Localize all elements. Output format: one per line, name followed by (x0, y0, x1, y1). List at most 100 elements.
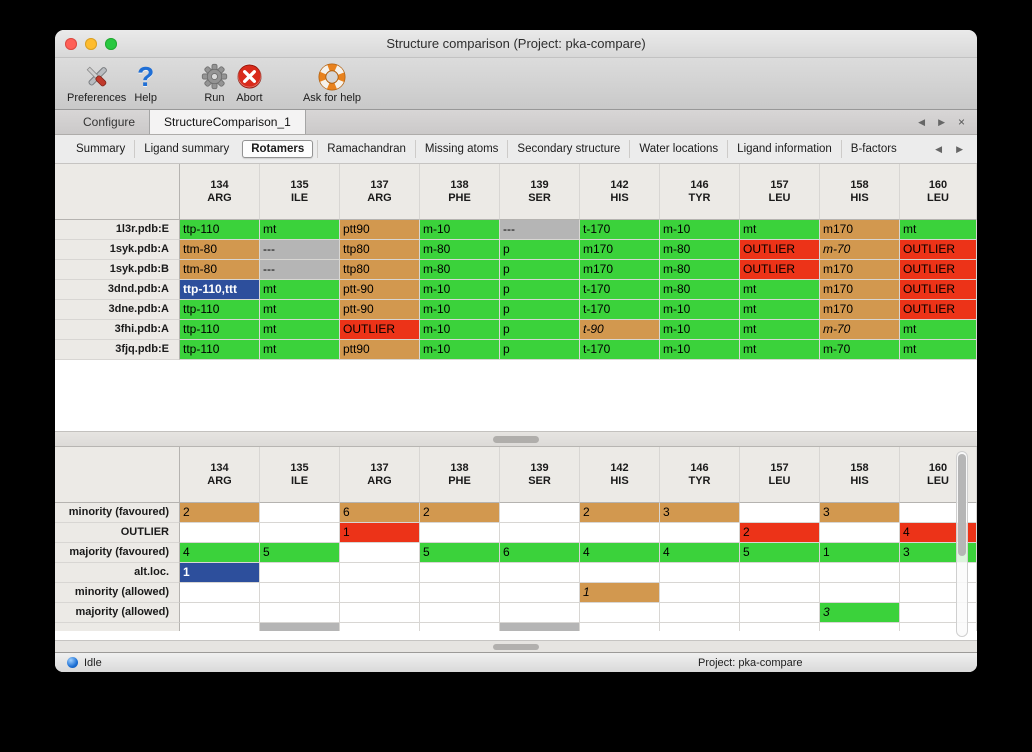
section-prev-icon[interactable]: ◀ (935, 143, 943, 154)
table-cell[interactable] (740, 563, 820, 583)
column-header-146[interactable]: 146 TYR (660, 164, 740, 220)
table-cell[interactable] (180, 583, 260, 603)
tab-secondary-structure[interactable]: Secondary structure (507, 140, 629, 158)
table-cell[interactable]: OUTLIER (900, 260, 977, 280)
table-cell[interactable] (260, 523, 340, 543)
ask-for-help-button[interactable]: Ask for help (303, 61, 361, 105)
table-cell[interactable]: OUTLIER (340, 320, 420, 340)
table-cell[interactable] (580, 603, 660, 623)
table-cell[interactable]: m-10 (660, 300, 740, 320)
tab-summary[interactable]: Summary (76, 143, 126, 155)
table-cell[interactable]: p (500, 280, 580, 300)
table-cell[interactable]: m-70 (820, 240, 900, 260)
table-cell[interactable] (340, 583, 420, 603)
table-cell[interactable]: m170 (820, 300, 900, 320)
row-label[interactable]: 1syk.pdb:A (55, 240, 180, 260)
column-header-158[interactable]: 158 HIS (820, 447, 900, 503)
table-cell[interactable]: m-10 (420, 220, 500, 240)
table-cell[interactable]: p (500, 320, 580, 340)
column-header-135[interactable]: 135 ILE (260, 447, 340, 503)
table-cell[interactable] (660, 583, 740, 603)
horizontal-scrollbar[interactable] (55, 640, 977, 652)
table-cell[interactable] (420, 583, 500, 603)
row-label[interactable]: minority (allowed) (55, 583, 180, 603)
tab-close-icon[interactable]: × (957, 115, 965, 129)
table-cell[interactable] (340, 563, 420, 583)
table-cell[interactable]: ptt90 (340, 220, 420, 240)
table-cell[interactable] (660, 523, 740, 543)
table-cell[interactable]: 4 (660, 543, 740, 563)
table-cell[interactable]: t-170 (580, 280, 660, 300)
table-cell[interactable]: 3 (820, 503, 900, 523)
column-header-137[interactable]: 137 ARG (340, 447, 420, 503)
table-cell[interactable]: 3 (820, 603, 900, 623)
table-cell[interactable] (820, 583, 900, 603)
table-cell[interactable]: mt (900, 340, 977, 360)
table-cell[interactable]: mt (900, 320, 977, 340)
column-header-134[interactable]: 134 ARG (180, 164, 260, 220)
table-cell[interactable]: mt (740, 280, 820, 300)
table-cell[interactable]: mt (260, 280, 340, 300)
table-cell[interactable]: 1 (820, 543, 900, 563)
table-cell[interactable]: m-10 (660, 220, 740, 240)
table-cell[interactable]: m170 (820, 220, 900, 240)
title-bar[interactable]: Structure comparison (Project: pka-compa… (55, 30, 977, 58)
row-label[interactable]: OUTLIER (55, 523, 180, 543)
row-label[interactable]: alt.loc. (55, 563, 180, 583)
table-cell[interactable] (180, 523, 260, 543)
tab-rotamers[interactable]: Rotamers (242, 140, 314, 158)
vertical-scrollbar-thumb[interactable] (958, 454, 966, 556)
table-cell[interactable] (500, 523, 580, 543)
table-cell[interactable]: ttp-110,ttt (180, 280, 260, 300)
column-header-139[interactable]: 139 SER (500, 164, 580, 220)
table-cell[interactable]: ptt-90 (340, 300, 420, 320)
table-cell[interactable]: 1 (340, 523, 420, 543)
table-cell[interactable]: 5 (740, 543, 820, 563)
zoom-window-button[interactable] (105, 37, 117, 50)
tab-structurecomparison-1[interactable]: StructureComparison_1 (149, 110, 306, 134)
table-cell[interactable]: ttp-110 (180, 220, 260, 240)
table-cell[interactable] (500, 603, 580, 623)
column-header-157[interactable]: 157 LEU (740, 164, 820, 220)
table-cell[interactable] (500, 563, 580, 583)
table-cell[interactable]: mt (740, 320, 820, 340)
table-cell[interactable]: ttp-110 (180, 340, 260, 360)
section-next-icon[interactable]: ▶ (956, 143, 963, 154)
table-cell[interactable] (740, 583, 820, 603)
row-label[interactable]: 1syk.pdb:B (55, 260, 180, 280)
table-cell[interactable]: 4 (180, 543, 260, 563)
table-cell[interactable]: 5 (420, 543, 500, 563)
row-label[interactable]: minority (favoured) (55, 503, 180, 523)
pane-splitter[interactable] (55, 431, 977, 447)
tab-configure[interactable]: Configure (83, 115, 136, 129)
column-header-142[interactable]: 142 HIS (580, 447, 660, 503)
tab-ligand-summary[interactable]: Ligand summary (134, 140, 238, 158)
table-cell[interactable]: 6 (500, 543, 580, 563)
table-cell[interactable]: 5 (260, 543, 340, 563)
table-cell[interactable]: OUTLIER (900, 240, 977, 260)
table-cell[interactable] (260, 503, 340, 523)
abort-button[interactable]: Abort (236, 61, 263, 105)
table-cell[interactable]: p (500, 240, 580, 260)
table-cell[interactable]: OUTLIER (740, 260, 820, 280)
table-cell[interactable] (500, 583, 580, 603)
table-cell[interactable]: ptt90 (340, 340, 420, 360)
preferences-button[interactable]: Preferences (67, 61, 126, 105)
table-cell[interactable] (820, 563, 900, 583)
table-cell[interactable]: ttp80 (340, 260, 420, 280)
table-cell[interactable] (420, 603, 500, 623)
tab-next-icon[interactable]: ▶ (938, 116, 945, 127)
table-cell[interactable]: m-70 (820, 340, 900, 360)
table-cell[interactable]: p (500, 300, 580, 320)
table-cell[interactable] (740, 603, 820, 623)
column-header-135[interactable]: 135 ILE (260, 164, 340, 220)
minimize-window-button[interactable] (85, 37, 97, 50)
table-cell[interactable]: m-80 (660, 280, 740, 300)
tab-prev-icon[interactable]: ◀ (918, 116, 926, 127)
table-cell[interactable] (820, 523, 900, 543)
table-cell[interactable]: m170 (580, 260, 660, 280)
table-cell[interactable]: p (500, 260, 580, 280)
column-header-142[interactable]: 142 HIS (580, 164, 660, 220)
row-label[interactable]: majority (allowed) (55, 603, 180, 623)
tab-water-locations[interactable]: Water locations (629, 140, 727, 158)
